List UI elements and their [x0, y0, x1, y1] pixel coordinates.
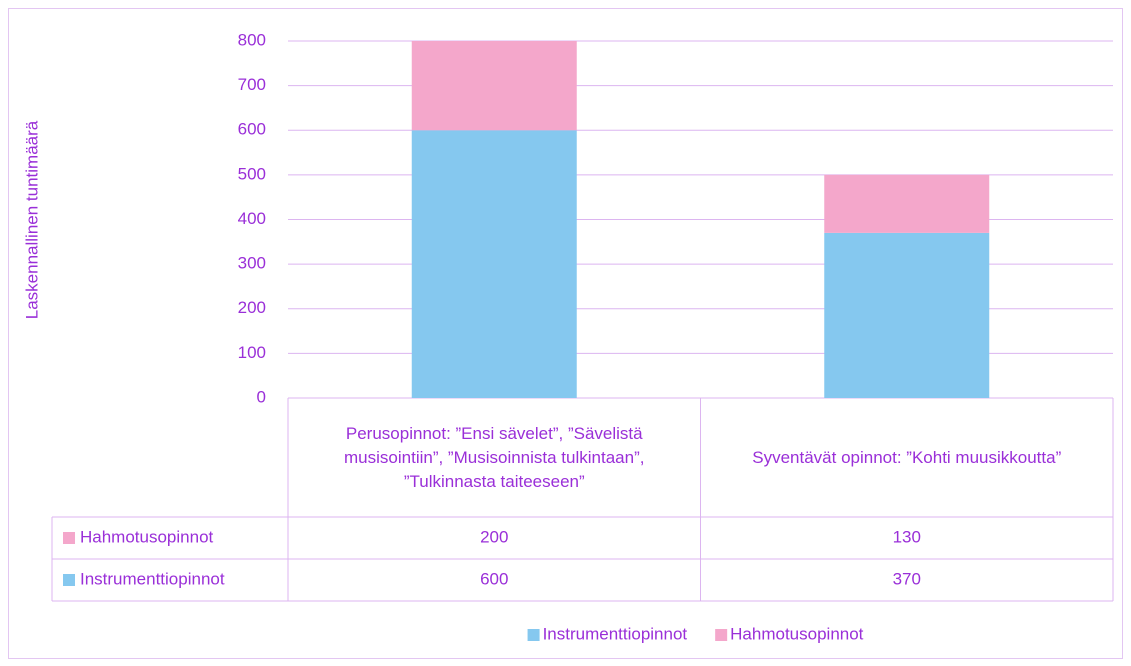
- table-value: 600: [480, 569, 508, 588]
- table-series-name: Hahmotusopinnot: [80, 527, 214, 546]
- y-tick-label: 300: [238, 254, 266, 273]
- bar-segment: [411, 130, 577, 398]
- y-tick-label: 200: [238, 298, 266, 317]
- y-tick-label: 500: [238, 164, 266, 183]
- legend-label: Instrumenttiopinnot: [543, 624, 688, 643]
- y-tick-label: 600: [238, 120, 266, 139]
- legend-label: Hahmotusopinnot: [730, 624, 864, 643]
- category-text: Perusopinnot: ”Ensi sävelet”, ”Sävelistä…: [344, 423, 645, 491]
- legend-key: [715, 629, 728, 641]
- table-value: 370: [893, 569, 921, 588]
- legend-key: [63, 574, 75, 586]
- x-tick-label: Perusopinnot: ”Ensi sävelet”, ”Sävelistä…: [288, 398, 701, 517]
- chart-border: [8, 8, 1123, 659]
- y-tick-label: 400: [238, 209, 266, 228]
- x-tick-label: Syventävät opinnot: ”Kohti muusikkoutta”: [701, 398, 1114, 517]
- y-tick-label: 100: [238, 343, 266, 362]
- y-tick-label: 700: [238, 75, 266, 94]
- y-axis-label: Laskennallinen tuntimäärä: [22, 120, 41, 319]
- table-value: 200: [480, 527, 508, 546]
- bar-segment: [824, 232, 990, 398]
- y-tick-label: 800: [238, 30, 266, 49]
- table-value: 130: [893, 527, 921, 546]
- table-series-name: Instrumenttiopinnot: [80, 569, 225, 588]
- bar-segment: [824, 174, 990, 233]
- bar-segment: [411, 41, 577, 131]
- category-text: Syventävät opinnot: ”Kohti muusikkoutta”: [752, 447, 1062, 467]
- legend-key: [527, 629, 540, 641]
- legend-key: [63, 532, 75, 544]
- y-tick-label: 0: [257, 387, 266, 406]
